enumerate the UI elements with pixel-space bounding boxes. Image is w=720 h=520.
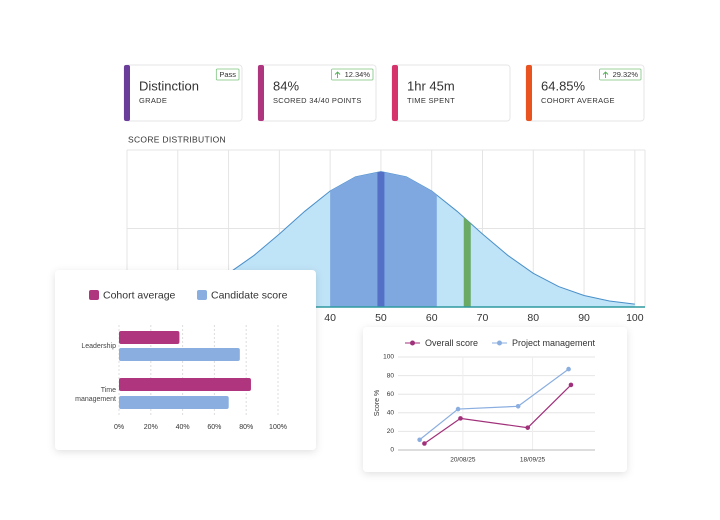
- line-chart-card: Overall score Project management 0 20 40 60 80…: [363, 327, 627, 472]
- y-tick-label: 20: [387, 428, 395, 435]
- card-accent: [392, 65, 398, 121]
- category-label-box: Leadership: [81, 342, 116, 350]
- legend-label: Overall score: [425, 338, 478, 348]
- legend-label: Cohort average: [103, 289, 176, 301]
- score-marker: [377, 171, 385, 307]
- x-tick-label: 80: [527, 312, 539, 324]
- badge-box: [215, 68, 240, 81]
- x-tick-label: 40: [324, 312, 336, 324]
- card-value: Distinction: [139, 78, 199, 93]
- y-tick-label: 60: [387, 391, 395, 398]
- legend-label: Project management: [512, 338, 596, 348]
- y-tick-label: 100: [383, 354, 394, 361]
- series-line: [419, 368, 569, 441]
- badge-box: [331, 68, 374, 81]
- x-tick-label: 100: [626, 312, 644, 324]
- legend-swatch: [89, 290, 99, 300]
- x-tick-label: 20/08/25: [450, 457, 476, 464]
- card-value: 64.85%: [541, 78, 586, 93]
- x-tick-label: 90: [578, 312, 590, 324]
- bar: [119, 331, 180, 344]
- card-value: 1hr 45m: [407, 78, 455, 93]
- x-tick-label: 50: [375, 312, 387, 324]
- point: [458, 416, 463, 421]
- legend-swatch: [197, 290, 207, 300]
- x-tick-label: 100%: [269, 424, 287, 431]
- card-label: SCORED 34/40 POINTS: [273, 96, 362, 105]
- point: [515, 403, 521, 409]
- point: [566, 366, 571, 372]
- chart-title: SCORE DISTRIBUTION: [128, 134, 226, 144]
- card-accent: [526, 65, 532, 121]
- card-label: COHORT AVERAGE: [541, 96, 615, 105]
- x-tick-label: 40%: [176, 424, 190, 431]
- point: [455, 406, 461, 412]
- card-accent: [124, 65, 130, 121]
- card-accent: [258, 65, 264, 121]
- card-label: GRADE: [139, 96, 167, 105]
- x-tick-label: 60%: [207, 424, 221, 431]
- card-badge: Pass: [219, 70, 236, 79]
- x-tick-label: 80%: [239, 424, 253, 431]
- bar: [119, 348, 240, 361]
- bar-chart-card: Cohort average Candidate score 0% 20% 40% 60%…: [55, 270, 316, 450]
- y-tick-label: 0: [390, 447, 394, 454]
- score-marker: [463, 171, 471, 307]
- badge-box: [599, 68, 642, 81]
- x-tick-label: 0%: [114, 424, 124, 431]
- point: [568, 382, 574, 388]
- card: [363, 327, 627, 472]
- x-tick-label: 20%: [144, 424, 158, 431]
- x-tick-label: 18/09/25: [520, 457, 546, 464]
- point: [417, 437, 422, 443]
- bar: [119, 378, 251, 391]
- card-badge: 12.34%: [345, 70, 371, 79]
- card-label: TIME SPENT: [407, 96, 455, 105]
- legend-label: Candidate score: [211, 289, 288, 301]
- point: [525, 425, 531, 430]
- series-line: [424, 384, 572, 444]
- legend-dot: [410, 340, 415, 346]
- point: [422, 441, 427, 446]
- legend-dot: [497, 340, 502, 346]
- card-badge: 29.32%: [613, 70, 639, 79]
- y-tick-label: 80: [387, 372, 395, 379]
- x-tick-label: 70: [477, 312, 489, 324]
- stat-cards: Distinction GRADE Pass 84% SCORED 34/40 POIN…: [123, 64, 645, 122]
- card-value: 84%: [273, 78, 299, 93]
- bar: [119, 396, 229, 409]
- trend-arrow: [334, 71, 341, 78]
- y-tick-label: 40: [387, 410, 395, 417]
- y-tick-label: Time management: [75, 387, 116, 403]
- y-axis-label: Score %: [374, 390, 381, 416]
- category-label-box: Time management: [75, 387, 116, 403]
- trend-arrow: [602, 71, 609, 78]
- x-tick-label: 60: [426, 312, 438, 324]
- y-tick-label: Leadership: [81, 342, 116, 350]
